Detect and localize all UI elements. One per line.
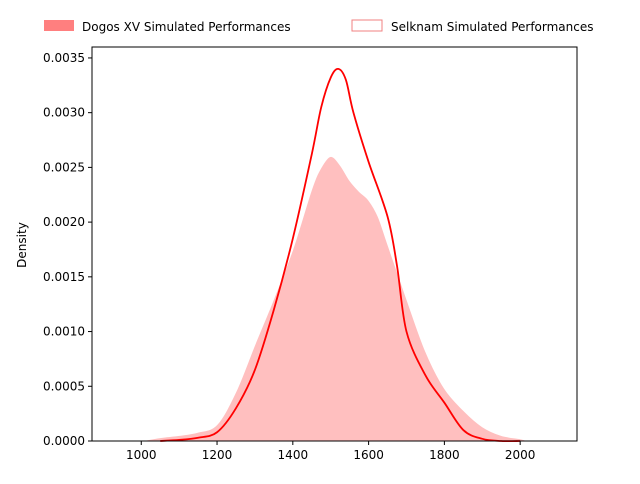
y-tick-label: 0.0030 [43, 106, 85, 120]
legend-label-selknam: Selknam Simulated Performances [391, 20, 594, 34]
y-tick-label: 0.0000 [43, 434, 85, 448]
x-axis: 1000 1200 1400 1600 1800 2000 [126, 441, 535, 462]
legend-label-dogos: Dogos XV Simulated Performances [82, 20, 291, 34]
y-axis-label: Density [15, 222, 29, 268]
x-tick-label: 1600 [353, 448, 384, 462]
y-tick-label: 0.0015 [43, 270, 85, 284]
y-tick-label: 0.0025 [43, 160, 85, 174]
x-tick-label: 2000 [505, 448, 536, 462]
plot-marks [141, 67, 528, 443]
y-axis: 0.0000 0.0005 0.0010 0.0015 0.0020 0.0025 0.00… [43, 51, 92, 448]
legend-swatch-dogos [44, 20, 74, 31]
legend: Dogos XV Simulated Performances Selknam … [44, 19, 594, 34]
x-tick-label: 1200 [202, 448, 233, 462]
x-tick-label: 1400 [278, 448, 309, 462]
y-tick-label: 0.0005 [43, 379, 85, 393]
series-selknam-line [160, 67, 521, 443]
x-tick-label: 1800 [429, 448, 460, 462]
legend-swatch-selknam [351, 19, 383, 32]
series-dogos-area [141, 156, 528, 442]
y-tick-label: 0.0020 [43, 215, 85, 229]
y-tick-label: 0.0035 [43, 51, 85, 65]
y-tick-label: 0.0010 [43, 325, 85, 339]
plot-frame [91, 46, 578, 442]
x-tick-label: 1000 [126, 448, 157, 462]
